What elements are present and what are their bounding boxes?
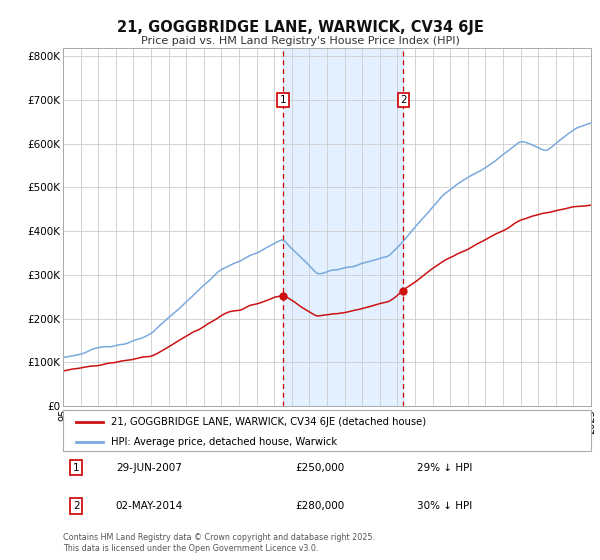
Text: HPI: Average price, detached house, Warwick: HPI: Average price, detached house, Warw… <box>110 437 337 447</box>
Text: £250,000: £250,000 <box>295 463 344 473</box>
FancyBboxPatch shape <box>63 410 591 451</box>
Text: 2: 2 <box>400 95 407 105</box>
Text: 2: 2 <box>73 501 80 511</box>
Text: 29% ↓ HPI: 29% ↓ HPI <box>417 463 472 473</box>
Text: Contains HM Land Registry data © Crown copyright and database right 2025.
This d: Contains HM Land Registry data © Crown c… <box>63 533 375 553</box>
Text: £280,000: £280,000 <box>295 501 344 511</box>
Text: Price paid vs. HM Land Registry's House Price Index (HPI): Price paid vs. HM Land Registry's House … <box>140 36 460 46</box>
Text: 1: 1 <box>280 95 286 105</box>
Text: 29-JUN-2007: 29-JUN-2007 <box>116 463 182 473</box>
Text: 02-MAY-2014: 02-MAY-2014 <box>116 501 183 511</box>
Text: 1: 1 <box>73 463 80 473</box>
Text: 21, GOGGBRIDGE LANE, WARWICK, CV34 6JE (detached house): 21, GOGGBRIDGE LANE, WARWICK, CV34 6JE (… <box>110 417 425 427</box>
Text: 30% ↓ HPI: 30% ↓ HPI <box>417 501 472 511</box>
Text: 21, GOGGBRIDGE LANE, WARWICK, CV34 6JE: 21, GOGGBRIDGE LANE, WARWICK, CV34 6JE <box>116 20 484 35</box>
Bar <box>283 48 403 406</box>
